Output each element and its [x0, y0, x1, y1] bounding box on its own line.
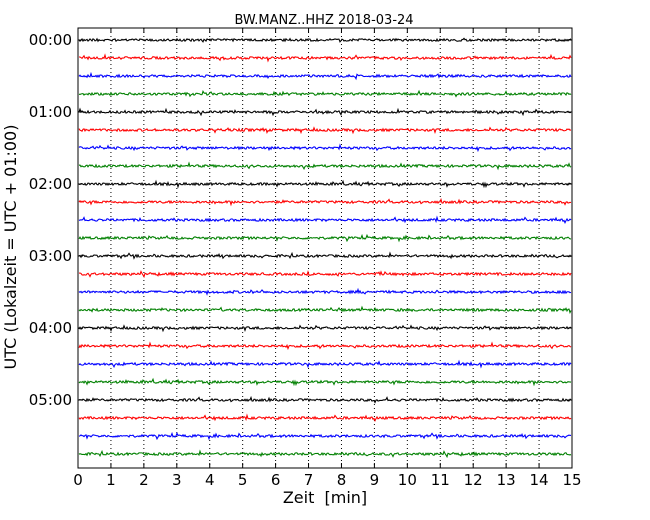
chart-title: BW.MANZ..HHZ 2018-03-24 [234, 13, 413, 28]
seismic-trace [78, 215, 572, 225]
x-tick-label: 13 [497, 471, 516, 489]
plot-frame [77, 27, 573, 469]
x-tick-label: 2 [139, 471, 149, 489]
seismic-trace [78, 305, 572, 315]
x-tick-label: 7 [304, 471, 314, 489]
seismic-trace [78, 413, 572, 423]
seismic-trace [78, 53, 572, 63]
y-tick-label: 02:00 [29, 175, 72, 193]
seismic-trace [78, 377, 572, 387]
x-tick-label: 8 [337, 471, 347, 489]
x-axis-ticks: 0 1 2 3 4 5 6 7 8 9 10 11 12 13 14 15 [73, 28, 582, 489]
x-axis-label: Zeit [min] [283, 488, 367, 507]
y-tick-label: 03:00 [29, 247, 72, 265]
x-tick-label: 10 [398, 471, 417, 489]
x-tick-label: 3 [172, 471, 182, 489]
x-tick-label: 5 [238, 471, 248, 489]
seismic-trace [78, 71, 572, 81]
seismic-trace [78, 324, 572, 333]
seismic-trace [78, 359, 572, 369]
y-axis-ticks: 00:00 01:00 02:00 03:00 04:00 05:00 [29, 31, 572, 409]
seismic-trace [78, 161, 572, 171]
seismic-trace [78, 449, 572, 459]
x-tick-label: 0 [73, 471, 83, 489]
seismic-trace [78, 37, 572, 43]
y-tick-label: 04:00 [29, 319, 72, 337]
x-tick-label: 6 [271, 471, 281, 489]
x-tick-label: 12 [464, 471, 483, 489]
grid-lines [110, 28, 540, 468]
y-tick-label: 05:00 [29, 391, 72, 409]
seismic-trace [78, 89, 572, 98]
seismic-trace [78, 251, 572, 260]
x-tick-label: 1 [106, 471, 116, 489]
seismic-trace [78, 197, 572, 207]
seismic-trace [78, 107, 572, 117]
x-tick-label: 11 [431, 471, 450, 489]
seismic-trace [78, 233, 572, 243]
y-axis-label: UTC (Lokalzeit = UTC + 01:00) [1, 125, 20, 370]
y-tick-label: 01:00 [29, 103, 72, 121]
seismic-trace [78, 341, 572, 351]
seismic-trace [78, 269, 572, 279]
seismic-trace [78, 395, 572, 404]
x-tick-label: 14 [530, 471, 549, 489]
x-tick-label: 4 [205, 471, 215, 489]
y-tick-label: 00:00 [29, 31, 72, 49]
x-tick-label: 15 [562, 471, 581, 489]
x-tick-label: 9 [370, 471, 380, 489]
trace-group [78, 37, 572, 459]
seismic-trace [78, 179, 572, 189]
seismic-trace [78, 143, 572, 153]
seismic-trace [78, 126, 572, 135]
seismic-trace [78, 431, 572, 441]
seismic-trace [78, 287, 572, 296]
